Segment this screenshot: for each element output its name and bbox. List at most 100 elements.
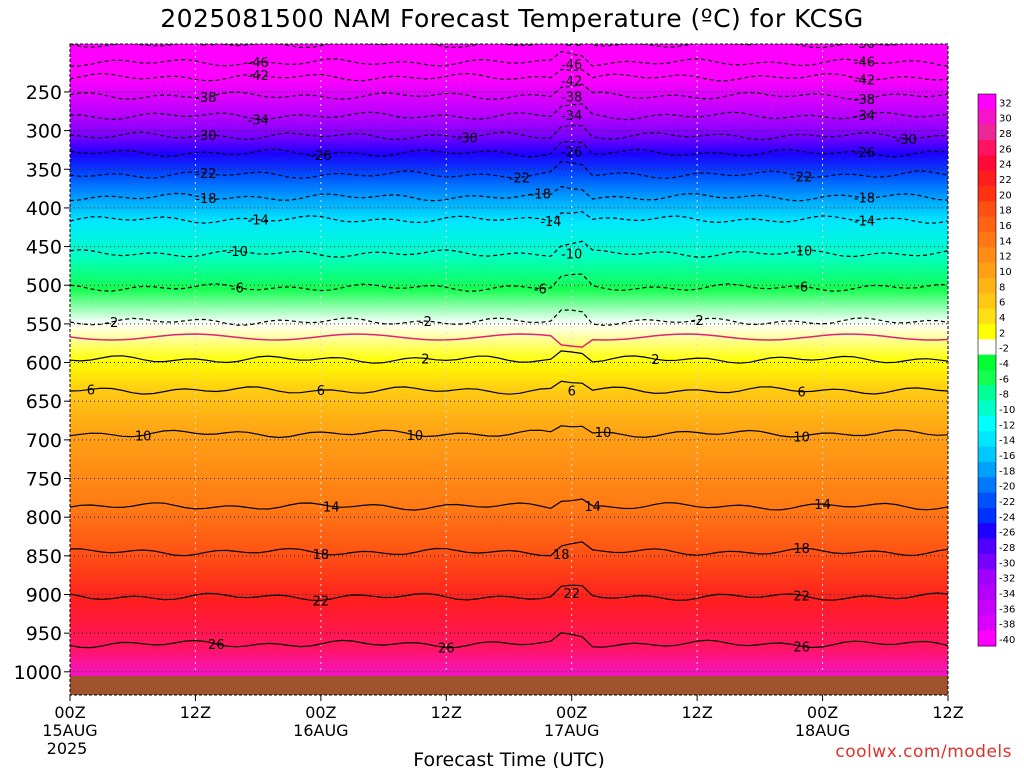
colorbar-label: -28 xyxy=(999,543,1015,554)
isotherm-label: -22 xyxy=(791,171,812,186)
isotherm-label: -46 xyxy=(854,56,875,71)
isotherm-line xyxy=(70,584,948,602)
isotherm-label: -22 xyxy=(509,172,530,187)
y-tick-label: 800 xyxy=(26,507,62,529)
isotherm-label: 26 xyxy=(208,638,225,653)
isotherm-label: -6 xyxy=(534,282,547,297)
colorbar-swatch xyxy=(978,247,996,264)
x-tick-label: 12Z xyxy=(431,703,462,722)
isotherm-label: 6 xyxy=(798,386,806,401)
isotherm-line xyxy=(70,103,948,121)
colorbar-label: -40 xyxy=(999,635,1015,646)
isotherm-label: -14 xyxy=(540,215,561,230)
isotherm-label: -30 xyxy=(457,131,478,146)
isotherm-label: -42 xyxy=(854,74,875,89)
isotherm-label: 2 xyxy=(421,352,429,367)
x-tick-label: 00Z xyxy=(54,703,85,722)
y-tick-label: 950 xyxy=(26,623,62,645)
colorbar-label: 30 xyxy=(999,114,1012,125)
colorbar-label: -4 xyxy=(999,359,1009,370)
isotherm-line xyxy=(70,273,948,292)
colorbar-label: 28 xyxy=(999,129,1012,140)
colorbar-swatch xyxy=(978,569,996,586)
colorbar-label: -32 xyxy=(999,574,1015,585)
isotherm-label: 22 xyxy=(313,594,330,609)
x-tick-label: 00Z xyxy=(556,703,587,722)
x-tick-date-label: 18AUG xyxy=(795,721,850,740)
isotherm-line xyxy=(70,350,948,364)
colorbar-label: -18 xyxy=(999,466,1015,477)
isotherm-label: -42 xyxy=(561,74,582,89)
isotherm-label: -46 xyxy=(561,58,582,73)
isotherm-label: -38 xyxy=(854,93,875,108)
isotherm-line xyxy=(70,210,948,224)
isotherm-label: -2 xyxy=(419,315,432,330)
y-tick-label: 450 xyxy=(26,237,62,259)
colorbar-swatch xyxy=(978,615,996,632)
isotherm-label: 18 xyxy=(313,548,330,563)
colorbar-label: 8 xyxy=(999,282,1005,293)
colorbar-label: -14 xyxy=(999,436,1015,447)
colorbar-swatch xyxy=(978,538,996,555)
colorbar-swatch xyxy=(978,216,996,233)
colorbar-swatch xyxy=(978,477,996,494)
isotherm-label: -2 xyxy=(105,316,118,331)
colorbar-swatch xyxy=(978,385,996,402)
isotherm-line xyxy=(70,425,948,439)
isotherm-label: -26 xyxy=(854,146,875,161)
isotherm-label: 6 xyxy=(87,383,95,398)
y-tick-label: 750 xyxy=(26,469,62,491)
colorbar-swatch xyxy=(978,416,996,432)
isotherm-label: -46 xyxy=(248,56,269,71)
colorbar-swatch xyxy=(978,508,996,524)
x-axis-label: Forecast Time (UTC) xyxy=(413,749,604,768)
colorbar-label: -22 xyxy=(999,497,1015,508)
isotherm-label: 6 xyxy=(317,384,325,399)
isotherm-label: 22 xyxy=(793,589,810,604)
colorbar-label: 26 xyxy=(999,144,1012,155)
x-tick-date-label: 16AUG xyxy=(293,721,348,740)
pressure-axis: 250 300 350 400 450 500 550 600 650 700 750 800 850 9… xyxy=(14,82,70,684)
isotherm-label: -50 xyxy=(854,37,875,52)
y-tick-label: 400 xyxy=(26,198,62,220)
colorbar-swatch xyxy=(978,492,996,509)
isotherm-label: -18 xyxy=(530,187,551,202)
colorbar-label: -6 xyxy=(999,374,1009,385)
colorbar-swatch xyxy=(978,630,996,647)
source-credit: coolwx.com/models xyxy=(835,742,1012,762)
x-tick-label: 00Z xyxy=(807,703,838,722)
colorbar-swatch xyxy=(978,339,996,356)
colorbar-swatch xyxy=(978,446,996,463)
isotherm-label: -10 xyxy=(561,248,582,263)
colorbar-label: -38 xyxy=(999,620,1015,631)
x-tick-year-label: 2025 xyxy=(47,739,88,758)
colorbar-swatch xyxy=(978,400,996,417)
isotherm-label: 10 xyxy=(793,430,810,445)
isotherm-label: 2 xyxy=(651,353,659,368)
x-tick-date-label: 17AUG xyxy=(544,721,599,740)
isotherm-label: -50 xyxy=(561,35,582,50)
colorbar-swatch xyxy=(978,170,996,187)
isotherm-line xyxy=(70,185,948,202)
isotherm-label: -30 xyxy=(195,129,216,144)
y-tick-label: 550 xyxy=(26,314,62,336)
isotherm-label: -38 xyxy=(561,90,582,105)
isotherm-label: 26 xyxy=(793,640,810,655)
isotherm-label: -34 xyxy=(854,109,875,124)
isotherm-line xyxy=(70,541,948,557)
colorbar-swatch xyxy=(978,293,996,310)
colorbar-label: -30 xyxy=(999,558,1015,569)
isotherm-line xyxy=(70,68,948,82)
chart-title: 2025081500 NAM Forecast Temperature (ºC)… xyxy=(160,4,864,33)
colorbar-swatch xyxy=(978,370,996,386)
isotherm-label: 14 xyxy=(323,500,340,515)
colorbar-swatch xyxy=(978,600,996,616)
y-tick-label: 600 xyxy=(26,353,62,375)
colorbar-label: -24 xyxy=(999,512,1015,523)
isotherm-label: -6 xyxy=(231,281,244,296)
isotherm-label: -42 xyxy=(248,69,269,84)
isotherm-line xyxy=(70,140,948,158)
isotherm-line xyxy=(70,240,948,258)
colorbar-label: -2 xyxy=(999,344,1009,355)
